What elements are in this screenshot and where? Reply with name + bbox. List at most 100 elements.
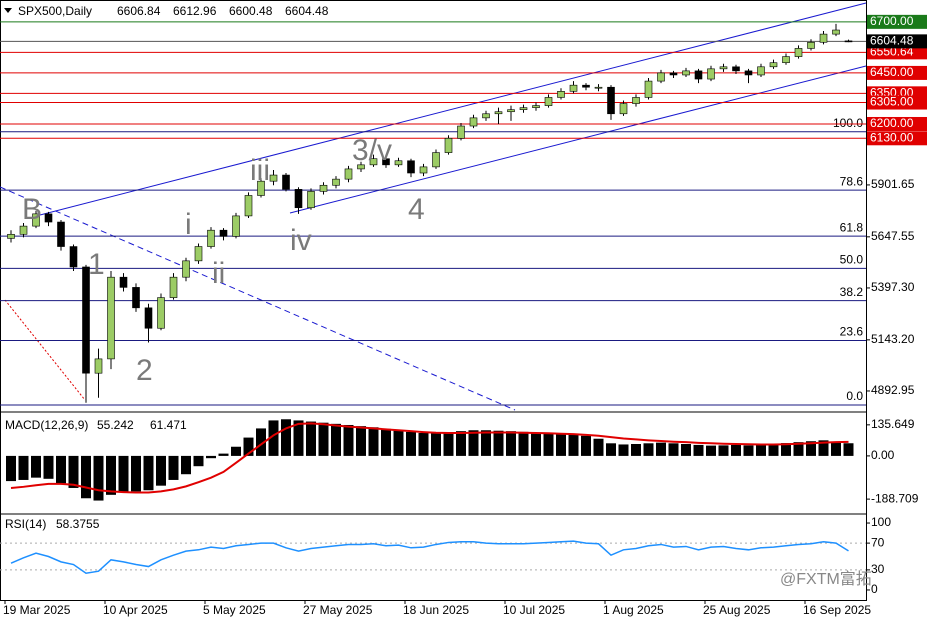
level-tag-label: 6700.00 (870, 14, 914, 28)
candle-body (607, 86, 615, 115)
macd-bar (431, 433, 441, 456)
y-tick-label: 30 (871, 562, 885, 576)
candle-body (57, 221, 65, 247)
level-tag (867, 95, 927, 110)
candle-body (269, 174, 278, 182)
candle-body (669, 72, 678, 76)
x-tick-label: 16 Sep 2025 (803, 603, 871, 617)
candle-body (732, 66, 740, 72)
fib-label: 100.0 (833, 116, 863, 130)
macd-bar (693, 444, 704, 456)
candle-body (332, 178, 340, 186)
candle-body (232, 215, 240, 237)
candle-body (644, 80, 653, 98)
candle-body (619, 103, 628, 115)
candle-body (157, 297, 165, 329)
macd-bar (406, 431, 416, 456)
level-tag-label: 6200.00 (870, 116, 914, 130)
candle-body (532, 105, 540, 108)
x-tick-label: 1 Aug 2025 (603, 603, 664, 617)
rsi-title: RSI(14) (5, 517, 46, 531)
candle-body (632, 97, 640, 104)
candle-body (182, 260, 190, 278)
macd-bar (668, 443, 679, 456)
y-tick-label: 5647.55 (871, 229, 915, 243)
candle-body (282, 174, 290, 190)
low: 6600.48 (229, 4, 273, 18)
macd-bar (781, 443, 791, 456)
macd-bar (156, 455, 166, 486)
macd-bar (681, 443, 691, 456)
x-tick-label: 10 Jul 2025 (503, 603, 565, 617)
candle-body (769, 62, 778, 68)
candle-body (344, 168, 353, 180)
macd-bar (168, 455, 179, 480)
watermark: @FXTM富拓 (780, 570, 872, 588)
fib-label: 23.6 (840, 325, 864, 339)
macd-bar (43, 455, 54, 479)
wave-label: iv (290, 224, 312, 257)
candle-body (757, 66, 765, 76)
rsi-line (10, 540, 849, 575)
macd-bar (518, 431, 529, 456)
candle-body (482, 113, 490, 119)
macd-bar (543, 433, 554, 456)
candle-body (469, 117, 478, 127)
macd-bar (193, 455, 204, 467)
close: 6604.48 (285, 4, 329, 18)
level-tag (867, 65, 927, 80)
x-tick-label: 18 Jun 2025 (403, 603, 469, 617)
open: 6606.84 (117, 4, 161, 18)
candle-body (69, 246, 78, 268)
macd-bar (743, 445, 754, 456)
macd-bar (368, 427, 379, 456)
candle-body (357, 164, 365, 170)
macd-bar (718, 445, 729, 456)
price-tag (867, 34, 927, 49)
wave-label: iii (250, 154, 270, 187)
wave-label: 1 (88, 248, 105, 281)
candle-body (7, 233, 15, 239)
macd-bar (793, 442, 804, 456)
fib-label: 78.6 (840, 174, 864, 188)
macd-bar (18, 455, 29, 480)
price-tag-label: 6604.48 (870, 34, 914, 48)
symbol-title: SPX500,Daily (18, 4, 92, 18)
candle-body (807, 41, 815, 49)
candle-body (132, 287, 140, 309)
candle-body (844, 40, 853, 43)
wave-label: ii (212, 257, 225, 290)
macd-bar (568, 434, 579, 456)
macd-bar (581, 435, 591, 456)
y-tick-label: 135.649 (871, 417, 915, 431)
macd-bar (618, 444, 629, 456)
macd-bar (481, 430, 491, 456)
macd-bar (256, 428, 266, 456)
menu-arrow (4, 8, 12, 13)
candle-body (594, 86, 603, 89)
y-tick-label: 5901.65 (871, 177, 915, 191)
x-tick-label: 25 Aug 2025 (703, 603, 771, 617)
macd-bar (806, 441, 816, 456)
candle-body (382, 158, 390, 166)
macd-bar (68, 455, 79, 488)
wave-label: B (22, 193, 42, 226)
candle-body (369, 158, 378, 166)
candle-body (544, 97, 553, 106)
macd-bar (343, 424, 354, 456)
macd-bar (643, 443, 654, 456)
macd-title: MACD(12,26,9) (5, 418, 88, 432)
macd-bar (506, 431, 516, 456)
candle-body (107, 276, 115, 360)
macd-bar (306, 421, 316, 456)
macd-bar (493, 430, 504, 456)
candle-body (782, 56, 790, 64)
level-tag (867, 116, 927, 131)
macd-bar (768, 443, 779, 456)
candle-body (444, 137, 453, 153)
macd-bar (131, 455, 141, 492)
candle-body (207, 229, 215, 247)
candle-body (832, 29, 840, 35)
rsi-value: 58.3755 (56, 517, 100, 531)
candle-body (307, 191, 315, 209)
